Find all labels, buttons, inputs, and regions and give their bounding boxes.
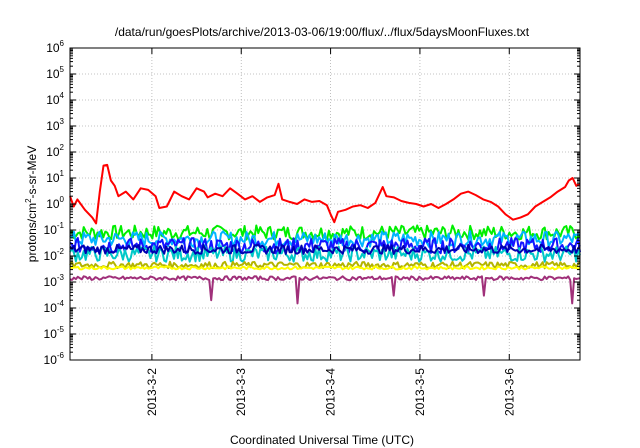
series-line <box>69 265 581 271</box>
series-line <box>69 230 581 248</box>
y-tick-label: 100 <box>46 195 64 211</box>
y-tick-label: 104 <box>46 91 64 107</box>
chart-title: /data/run/goesPlots/archive/2013-03-06/1… <box>115 25 530 39</box>
y-tick-label: 10-5 <box>44 325 65 341</box>
x-tick-label: 2013-3-6 <box>502 368 516 416</box>
y-tick-label: 10-3 <box>44 273 65 289</box>
y-tick-label: 10-4 <box>44 299 65 315</box>
y-tick-label: 102 <box>46 143 64 159</box>
x-tick-label: 2013-3-4 <box>324 368 338 416</box>
series-group <box>69 163 581 305</box>
x-tick-label: 2013-3-2 <box>145 368 159 416</box>
x-tick-label: 2013-3-3 <box>234 368 248 416</box>
y-tick-label: 10-6 <box>44 351 65 367</box>
series-line <box>69 260 581 270</box>
y-tick-label: 10-1 <box>44 221 65 237</box>
grid <box>70 48 580 360</box>
y-axis-label: protons/cm2-s-sr-MeV <box>24 146 39 262</box>
series-line <box>69 243 581 255</box>
y-tick-label: 101 <box>46 169 64 185</box>
y-tick-label: 106 <box>46 39 64 55</box>
axes: 106 105 104 103 102 101 100 10-1 10-2 10-3 10-4 10-… <box>44 39 580 416</box>
y-tick-label: 103 <box>46 117 64 133</box>
series-line <box>69 275 581 305</box>
y-tick-label: 10-2 <box>44 247 65 263</box>
y-tick-label: 105 <box>46 65 64 81</box>
x-axis-label: Coordinated Universal Time (UTC) <box>230 433 414 447</box>
series-line <box>69 163 581 225</box>
x-tick-label: 2013-3-5 <box>413 368 427 416</box>
